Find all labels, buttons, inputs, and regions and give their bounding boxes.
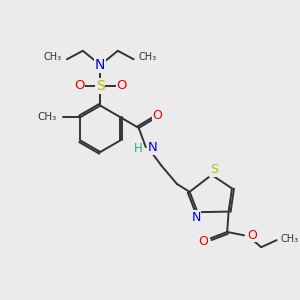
Text: O: O bbox=[199, 235, 208, 248]
Text: S: S bbox=[210, 163, 218, 176]
Text: CH₃: CH₃ bbox=[38, 112, 57, 122]
Text: N: N bbox=[148, 141, 158, 154]
Text: O: O bbox=[152, 109, 162, 122]
Text: CH₃: CH₃ bbox=[139, 52, 157, 62]
Text: O: O bbox=[74, 79, 84, 92]
Text: CH₃: CH₃ bbox=[280, 234, 299, 244]
Text: O: O bbox=[116, 79, 127, 92]
Text: N: N bbox=[191, 211, 201, 224]
Text: S: S bbox=[96, 79, 105, 93]
Text: O: O bbox=[248, 229, 257, 242]
Text: H: H bbox=[134, 142, 142, 155]
Text: N: N bbox=[95, 58, 106, 73]
Text: CH₃: CH₃ bbox=[44, 52, 62, 62]
